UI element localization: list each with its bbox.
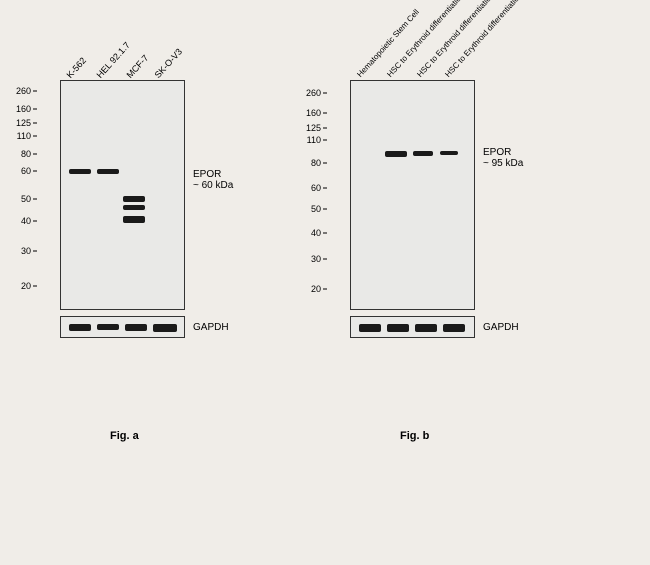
band [125,324,147,331]
ladder-mark: 160 [306,108,321,118]
ladder-mark: 50 [311,204,321,214]
lane-label: SK-O-V3 [153,47,185,80]
ladder-tick [33,136,37,137]
ladder-tick [323,209,327,210]
ladder-mark: 80 [21,149,31,159]
lane-label: HSC to Erythroid differentiation (15 day… [443,0,547,79]
ladder-tick [323,163,327,164]
band [443,324,465,332]
band [123,196,145,202]
band [123,216,145,223]
band [69,324,91,331]
band [153,324,177,332]
ladder-tick [33,286,37,287]
ladder-tick [323,140,327,141]
ladder-tick [33,109,37,110]
target-name: EPOR [193,169,233,180]
band [440,151,458,155]
ladder-mark: 110 [17,131,31,141]
panel-b: Hematopoietic Stem Cell HSC to Erythroid… [350,80,475,338]
ladder-mark: 260 [306,88,321,98]
caption-a: Fig. a [110,430,139,442]
ladder-mark: 80 [311,158,321,168]
ladder-tick [33,123,37,124]
panel-b-target-label: EPOR ~ 95 kDa [483,147,523,169]
panel-a: K-562 HEL 92.1.7 MCF-7 SK-O-V3 260160125… [60,80,185,338]
band [413,151,433,156]
ladder-tick [323,289,327,290]
panel-a-blot: 260160125110806050403020 EPOR ~ 60 kDa [60,80,185,310]
ladder-tick [33,154,37,155]
ladder-mark: 20 [21,281,31,291]
ladder-tick [323,259,327,260]
ladder-mark: 160 [16,104,31,114]
ladder-tick [323,128,327,129]
ladder-tick [33,199,37,200]
target-size: ~ 95 kDa [483,158,523,169]
lane-label: MCF-7 [125,53,151,80]
band [123,205,145,210]
ladder-mark: 50 [21,194,31,204]
ladder-tick [323,113,327,114]
ladder-mark: 110 [307,135,321,145]
ladder-mark: 30 [311,254,321,264]
panel-a-gapdh-blot: GAPDH [60,316,185,338]
ladder-mark: 125 [16,118,31,128]
target-size: ~ 60 kDa [193,180,233,191]
panel-b-gapdh-blot: GAPDH [350,316,475,338]
ladder-mark: 30 [21,246,31,256]
ladder-tick [323,233,327,234]
ladder-tick [323,188,327,189]
band [359,324,381,332]
ladder-mark: 60 [311,183,321,193]
band [387,324,409,332]
gapdh-label: GAPDH [483,322,519,333]
gapdh-label: GAPDH [193,322,229,333]
ladder-tick [33,251,37,252]
ladder-tick [323,93,327,94]
ladder-mark: 40 [21,216,31,226]
target-name: EPOR [483,147,523,158]
ladder-mark: 20 [311,284,321,294]
ladder-tick [33,221,37,222]
panel-a-target-label: EPOR ~ 60 kDa [193,169,233,191]
ladder-tick [33,91,37,92]
caption-b: Fig. b [400,430,429,442]
lane-label: K-562 [65,55,89,80]
ladder-mark: 60 [21,166,31,176]
ladder-mark: 125 [306,123,321,133]
band [69,169,91,174]
band [97,169,119,174]
ladder-mark: 260 [16,86,31,96]
band [415,324,437,332]
band [385,151,407,157]
band [97,324,119,330]
ladder-mark: 40 [311,228,321,238]
panel-b-blot: 260160125110806050403020 EPOR ~ 95 kDa [350,80,475,310]
ladder-tick [33,171,37,172]
